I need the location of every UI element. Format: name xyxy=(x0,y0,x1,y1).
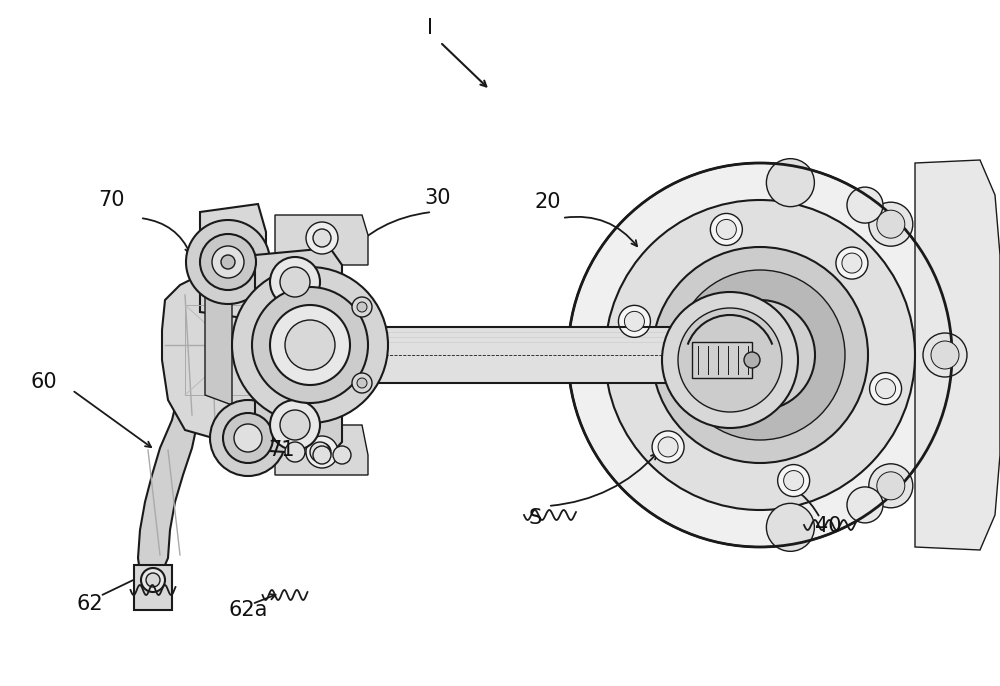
Text: 62a: 62a xyxy=(228,600,268,620)
Circle shape xyxy=(675,270,845,440)
Bar xyxy=(692,342,752,378)
Circle shape xyxy=(306,436,338,468)
Bar xyxy=(310,327,698,383)
Circle shape xyxy=(306,222,338,254)
Polygon shape xyxy=(256,282,306,342)
Circle shape xyxy=(280,267,310,297)
Polygon shape xyxy=(255,248,342,312)
Circle shape xyxy=(352,297,372,317)
Circle shape xyxy=(146,573,160,587)
Circle shape xyxy=(662,292,798,428)
Circle shape xyxy=(931,341,959,369)
Circle shape xyxy=(847,187,883,223)
Circle shape xyxy=(877,210,905,238)
Text: S: S xyxy=(528,508,542,528)
Circle shape xyxy=(766,504,814,552)
Text: 20: 20 xyxy=(535,192,561,212)
Circle shape xyxy=(568,163,952,547)
Circle shape xyxy=(357,378,367,388)
Circle shape xyxy=(766,158,814,206)
Circle shape xyxy=(716,220,736,239)
Circle shape xyxy=(876,379,896,399)
Circle shape xyxy=(842,253,862,273)
Circle shape xyxy=(678,308,782,412)
Circle shape xyxy=(652,431,684,463)
Polygon shape xyxy=(915,160,1000,550)
Polygon shape xyxy=(275,425,368,475)
Circle shape xyxy=(352,373,372,393)
Circle shape xyxy=(313,229,331,247)
Circle shape xyxy=(705,300,815,410)
Circle shape xyxy=(624,311,644,331)
Text: 40: 40 xyxy=(815,516,841,536)
Circle shape xyxy=(836,247,868,279)
Circle shape xyxy=(200,234,256,290)
Polygon shape xyxy=(200,204,266,320)
Circle shape xyxy=(710,213,742,246)
Text: 70: 70 xyxy=(99,190,125,210)
Circle shape xyxy=(778,464,810,497)
Bar xyxy=(134,565,172,610)
Circle shape xyxy=(877,472,905,500)
Text: I: I xyxy=(427,18,433,38)
Circle shape xyxy=(784,471,804,490)
Circle shape xyxy=(141,568,165,592)
Polygon shape xyxy=(255,390,342,455)
Circle shape xyxy=(210,400,286,476)
Circle shape xyxy=(186,220,270,304)
Circle shape xyxy=(744,352,760,368)
Polygon shape xyxy=(162,265,310,440)
Circle shape xyxy=(285,320,335,370)
Circle shape xyxy=(270,400,320,450)
Circle shape xyxy=(618,305,650,338)
Text: 62: 62 xyxy=(77,594,103,614)
Text: 71: 71 xyxy=(269,440,295,460)
Polygon shape xyxy=(205,285,232,405)
Polygon shape xyxy=(275,215,368,265)
Circle shape xyxy=(740,335,780,375)
Polygon shape xyxy=(138,395,200,575)
Circle shape xyxy=(923,333,967,377)
Circle shape xyxy=(252,287,368,403)
Circle shape xyxy=(310,442,330,462)
Circle shape xyxy=(285,442,305,462)
Circle shape xyxy=(270,305,350,385)
Circle shape xyxy=(313,446,331,464)
Circle shape xyxy=(270,257,320,307)
Circle shape xyxy=(605,200,915,510)
Circle shape xyxy=(234,424,262,452)
Circle shape xyxy=(212,246,244,278)
Circle shape xyxy=(333,446,351,464)
Circle shape xyxy=(357,302,367,312)
Circle shape xyxy=(280,410,310,440)
Circle shape xyxy=(869,202,913,246)
Circle shape xyxy=(658,437,678,457)
Circle shape xyxy=(221,255,235,269)
Text: 30: 30 xyxy=(425,188,451,208)
Circle shape xyxy=(652,247,868,463)
Circle shape xyxy=(869,464,913,508)
Circle shape xyxy=(870,372,902,405)
Circle shape xyxy=(223,413,273,463)
Circle shape xyxy=(232,267,388,423)
Text: 60: 60 xyxy=(31,372,57,392)
Circle shape xyxy=(313,443,331,461)
Circle shape xyxy=(847,487,883,523)
